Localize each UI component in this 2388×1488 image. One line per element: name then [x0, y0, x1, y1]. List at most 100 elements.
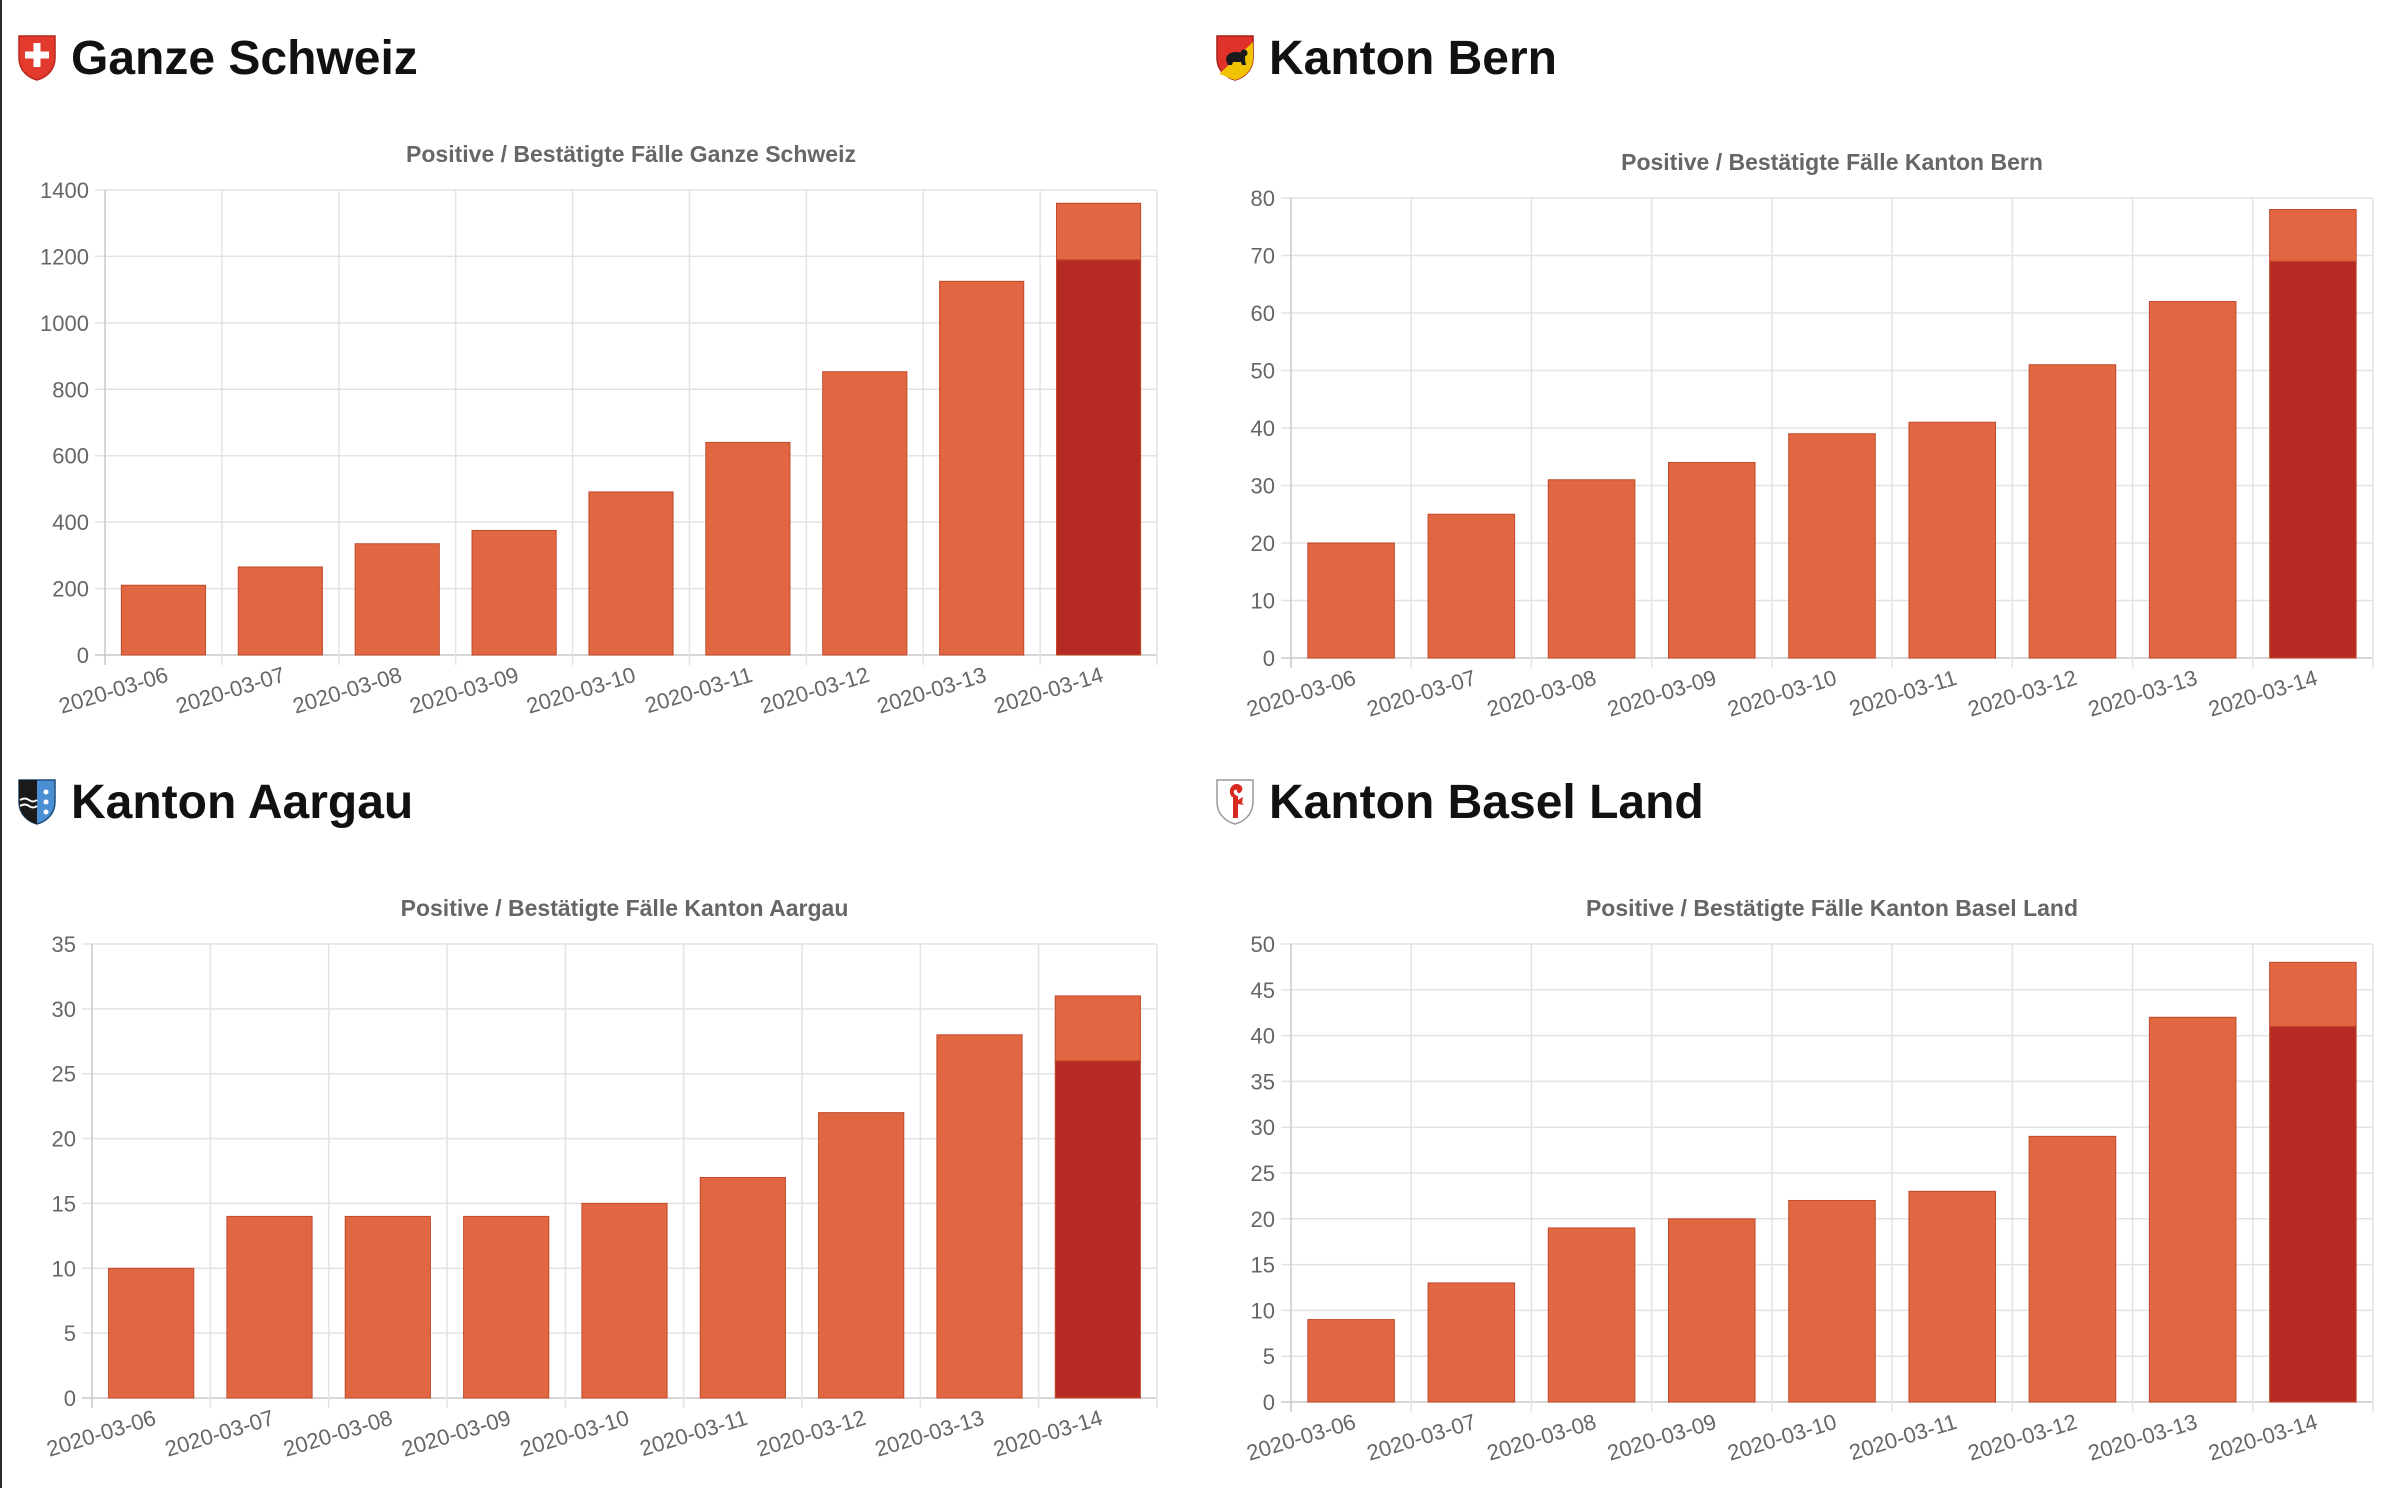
x-tick-label: 2020-03-13: [2085, 665, 2200, 722]
bar: [939, 280, 1025, 656]
y-tick-label: 35: [52, 932, 76, 957]
panel-header: Kanton Basel Land: [1215, 772, 1704, 832]
bar: [822, 371, 908, 656]
chart-title: Positive / Bestätigte Fälle Kanton Aarga…: [401, 895, 849, 921]
bar: [588, 491, 674, 656]
bar-chart: Positive / Bestätigte Fälle Ganze Schwei…: [40, 141, 1158, 719]
x-tick-label: 2020-03-08: [1484, 665, 1599, 722]
x-tick-label: 2020-03-11: [1846, 1409, 1959, 1465]
x-tick-label: 2020-03-09: [1604, 665, 1719, 722]
panel-header: Kanton Bern: [1215, 28, 1557, 88]
bern-bear-crest-icon: [1216, 35, 1254, 81]
bar: [2148, 1016, 2237, 1403]
bar: [471, 529, 557, 656]
y-tick-label: 600: [52, 444, 89, 469]
y-tick-label: 5: [64, 1321, 76, 1346]
x-tick-label: 2020-03-12: [1965, 1409, 2080, 1466]
x-tick-label: 2020-03-12: [1965, 665, 2080, 722]
x-tick-label: 2020-03-06: [1244, 665, 1359, 722]
panel-header: Kanton Aargau: [17, 772, 413, 832]
chart-title: Positive / Bestätigte Fälle Kanton Basel…: [1586, 895, 2078, 921]
y-tick-label: 40: [1251, 1024, 1275, 1049]
bar: [1055, 259, 1142, 656]
x-tick-label: 2020-03-09: [1604, 1409, 1719, 1466]
x-tick-label: 2020-03-07: [162, 1405, 277, 1462]
bar: [120, 584, 207, 656]
bar: [1667, 1218, 1756, 1403]
y-tick-label: 50: [1251, 932, 1275, 957]
bar: [1908, 421, 1997, 659]
y-tick-label: 20: [52, 1127, 76, 1152]
y-tick-label: 15: [1251, 1253, 1275, 1278]
y-tick-label: 80: [1251, 186, 1275, 211]
bar: [2028, 1135, 2117, 1403]
x-tick-label: 2020-03-14: [991, 662, 1106, 719]
y-tick-label: 0: [64, 1386, 76, 1411]
chart-title: Positive / Bestätigte Fälle Kanton Bern: [1621, 149, 2043, 175]
bar: [1427, 1282, 1516, 1403]
bar: [1667, 462, 1756, 659]
y-tick-label: 30: [52, 997, 76, 1022]
x-tick-label: 2020-03-09: [407, 662, 522, 719]
panel-header: Ganze Schweiz: [17, 28, 418, 88]
bar: [1788, 433, 1876, 659]
y-tick-label: 10: [52, 1256, 76, 1281]
x-tick-label: 2020-03-11: [1846, 665, 1959, 721]
x-tick-label: 2020-03-13: [874, 662, 989, 719]
y-tick-label: 25: [1251, 1161, 1275, 1186]
bar: [2269, 961, 2357, 1027]
y-tick-label: 10: [1251, 589, 1275, 614]
aargau-crest-icon: [18, 779, 56, 825]
bar: [1307, 1319, 1395, 1403]
y-tick-label: 10: [1251, 1298, 1275, 1323]
y-tick-label: 30: [1251, 1115, 1275, 1140]
x-tick-label: 2020-03-07: [173, 662, 288, 719]
x-tick-label: 2020-03-11: [642, 662, 755, 718]
y-tick-label: 1200: [40, 244, 89, 269]
bar: [2269, 1025, 2357, 1403]
y-tick-label: 35: [1251, 1069, 1275, 1094]
x-tick-label: 2020-03-12: [757, 662, 872, 719]
panel-heading: Kanton Basel Land: [1269, 775, 1704, 829]
chart-title: Positive / Bestätigte Fälle Ganze Schwei…: [406, 141, 856, 167]
bar: [226, 1215, 313, 1399]
y-tick-label: 30: [1251, 474, 1275, 499]
x-tick-label: 2020-03-10: [517, 1405, 632, 1462]
y-tick-label: 70: [1251, 244, 1275, 269]
panel-heading: Kanton Bern: [1269, 31, 1557, 85]
bar: [354, 543, 440, 656]
y-tick-label: 400: [52, 510, 89, 535]
bar: [237, 566, 323, 656]
chart-panel-kanton-basel-land: Kanton Basel Land Positive / Bestätigte …: [1163, 744, 2388, 1488]
x-tick-label: 2020-03-06: [56, 662, 171, 719]
x-tick-label: 2020-03-07: [1364, 665, 1479, 722]
x-tick-label: 2020-03-13: [872, 1405, 987, 1462]
bar: [463, 1215, 550, 1399]
y-tick-label: 60: [1251, 301, 1275, 326]
x-tick-label: 2020-03-13: [2085, 1409, 2200, 1466]
bar: [2148, 301, 2237, 659]
y-tick-label: 50: [1251, 359, 1275, 384]
x-tick-label: 2020-03-10: [1725, 665, 1840, 722]
y-tick-label: 40: [1251, 416, 1275, 441]
y-tick-label: 45: [1251, 978, 1275, 1003]
bar: [818, 1112, 905, 1399]
y-tick-label: 200: [52, 577, 89, 602]
bar: [108, 1267, 195, 1399]
y-tick-label: 5: [1263, 1344, 1275, 1369]
y-tick-label: 20: [1251, 531, 1275, 556]
bar-chart: Positive / Bestätigte Fälle Kanton Bern 0…: [1244, 149, 2374, 722]
bar: [1908, 1190, 1997, 1403]
x-tick-label: 2020-03-12: [754, 1405, 869, 1462]
swiss-cross-icon: [18, 35, 56, 81]
y-tick-label: 0: [77, 643, 89, 668]
bar: [1547, 479, 1636, 659]
y-tick-label: 0: [1263, 1390, 1275, 1415]
bar: [2269, 260, 2357, 659]
chart-panel-kanton-aargau: Kanton Aargau Positive / Bestätigte Fäll…: [0, 744, 1163, 1488]
panel-heading: Ganze Schweiz: [71, 31, 418, 85]
bar: [705, 441, 791, 656]
y-tick-label: 20: [1251, 1207, 1275, 1232]
bar: [2269, 209, 2357, 262]
x-tick-label: 2020-03-08: [290, 662, 405, 719]
